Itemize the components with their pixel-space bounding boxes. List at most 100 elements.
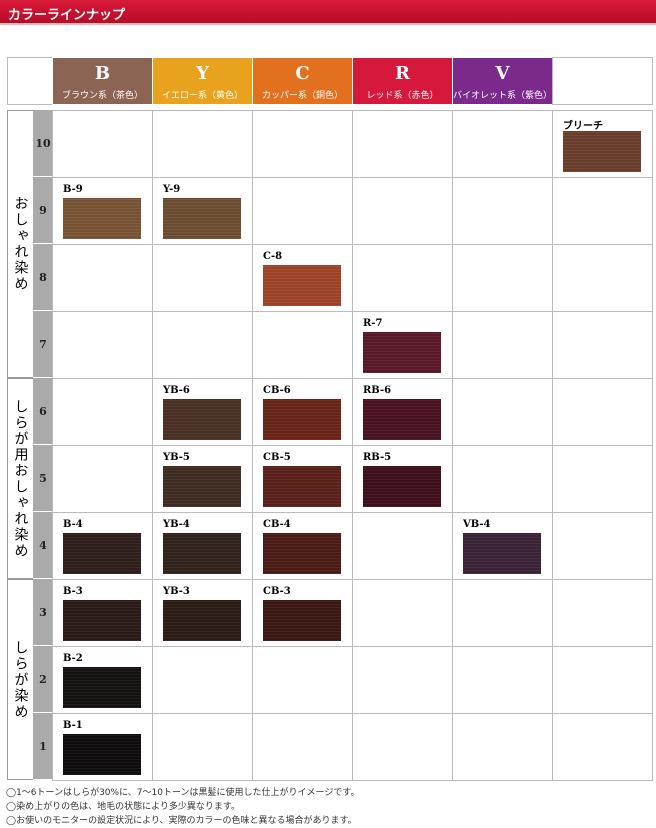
group-label: おしゃれ染め [7, 110, 34, 378]
column-letter: Y [196, 63, 209, 84]
header-blank [552, 57, 653, 105]
table-cell [552, 311, 653, 379]
header-corner [7, 57, 53, 105]
table-cell [152, 244, 253, 312]
table-cell [152, 646, 253, 714]
swatch-label: YB-6 [163, 385, 190, 396]
swatch-label: VB-4 [463, 519, 491, 530]
swatch-label: B-1 [63, 720, 83, 731]
column-header: B ブラウン系（茶色） [52, 57, 153, 105]
swatch-label: B-4 [63, 519, 83, 530]
table-cell: YB-5 [152, 445, 253, 513]
column-letter: C [295, 63, 310, 84]
level-label: 1 [33, 713, 53, 780]
table-cell [552, 177, 653, 245]
table-cell [352, 646, 453, 714]
table-cell: YB-4 [152, 512, 253, 580]
color-swatch [263, 265, 341, 306]
color-swatch [163, 198, 241, 239]
swatch-label: CB-6 [263, 385, 291, 396]
table-cell [252, 110, 353, 178]
table-cell [252, 713, 353, 781]
swatch-label: B-9 [63, 184, 83, 195]
color-swatch [63, 600, 141, 641]
header-bar [0, 0, 656, 25]
swatch-label: CB-5 [263, 452, 291, 463]
table-cell [552, 579, 653, 647]
table-cell [452, 177, 553, 245]
color-swatch [363, 332, 441, 373]
table-cell [252, 311, 353, 379]
swatch-label: CB-4 [263, 519, 291, 530]
column-letter: R [395, 63, 410, 84]
table-cell [252, 646, 353, 714]
table-cell [152, 311, 253, 379]
color-swatch [363, 399, 441, 440]
table-cell: ブリーチ [552, 110, 653, 178]
table-cell: C-8 [252, 244, 353, 312]
table-cell [352, 512, 453, 580]
table-cell [52, 445, 153, 513]
table-cell: VB-4 [452, 512, 553, 580]
table-cell: CB-6 [252, 378, 353, 446]
color-swatch [63, 533, 141, 574]
color-swatch [563, 131, 641, 172]
table-cell [252, 177, 353, 245]
column-header: C カッパー系（銅色） [252, 57, 353, 105]
level-label: 2 [33, 646, 53, 713]
table-cell: YB-6 [152, 378, 253, 446]
swatch-label: YB-4 [163, 519, 190, 530]
swatch-label: B-2 [63, 653, 83, 664]
table-cell [452, 579, 553, 647]
swatch-label: C-8 [263, 251, 283, 262]
color-swatch [63, 667, 141, 708]
table-cell [52, 244, 153, 312]
table-cell [452, 244, 553, 312]
table-cell [52, 378, 153, 446]
level-label: 5 [33, 445, 53, 512]
column-header: V バイオレット系（紫色） [452, 57, 553, 105]
table-cell: Y-9 [152, 177, 253, 245]
table-cell [552, 512, 653, 580]
table-cell [552, 646, 653, 714]
swatch-label: B-3 [63, 586, 83, 597]
table-cell [152, 110, 253, 178]
table-cell: CB-5 [252, 445, 353, 513]
color-swatch [263, 533, 341, 574]
color-swatch [263, 600, 341, 641]
color-swatch [463, 533, 541, 574]
swatch-label: R-7 [363, 318, 383, 329]
color-swatch [163, 533, 241, 574]
color-swatch [163, 600, 241, 641]
table-cell: B-1 [52, 713, 153, 781]
table-cell [352, 713, 453, 781]
table-cell [452, 110, 553, 178]
table-cell [352, 244, 453, 312]
color-swatch [163, 466, 241, 507]
table-cell: R-7 [352, 311, 453, 379]
column-header: Y イエロー系（黄色） [152, 57, 253, 105]
table-cell: YB-3 [152, 579, 253, 647]
footnote: ◯染め上がりの色は、地毛の状態により多少異なります。 [6, 802, 240, 812]
column-name: バイオレット系（紫色） [453, 91, 553, 101]
table-cell [352, 110, 453, 178]
column-name: イエロー系（黄色） [162, 91, 243, 101]
level-label: 6 [33, 378, 53, 445]
table-cell [552, 445, 653, 513]
swatch-label: YB-3 [163, 586, 190, 597]
column-header: R レッド系（赤色） [352, 57, 453, 105]
table-cell: B-3 [52, 579, 153, 647]
column-letter: V [495, 63, 510, 84]
swatch-label: ブリーチ [563, 121, 603, 132]
level-label: 4 [33, 512, 53, 579]
level-label: 8 [33, 244, 53, 311]
table-cell [452, 646, 553, 714]
swatch-label: CB-3 [263, 586, 291, 597]
table-cell: RB-6 [352, 378, 453, 446]
color-swatch [263, 466, 341, 507]
table-cell: B-2 [52, 646, 153, 714]
table-cell [52, 311, 153, 379]
group-label: しらが用おしゃれ染め [7, 378, 34, 579]
column-name: カッパー系（銅色） [261, 91, 343, 101]
